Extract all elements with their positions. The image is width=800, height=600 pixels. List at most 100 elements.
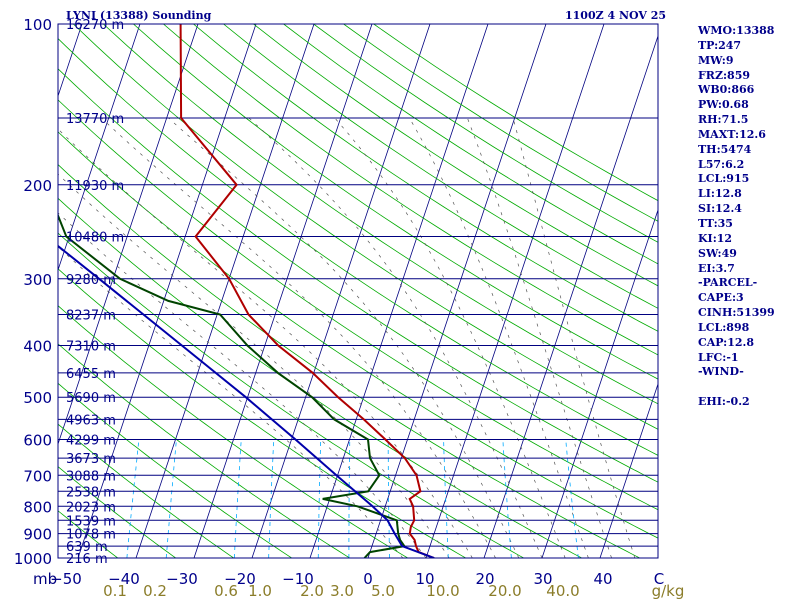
isotherm bbox=[135, 24, 315, 558]
index-item: WB0:866 bbox=[698, 83, 755, 97]
isotherm bbox=[58, 24, 141, 272]
pressure-tick-label: 100 bbox=[23, 16, 52, 34]
index-item: LCL:898 bbox=[698, 320, 750, 334]
isotherm bbox=[251, 24, 431, 558]
height-label: 6455 m bbox=[66, 367, 116, 382]
mixing-ratio-line bbox=[565, 439, 579, 558]
height-label: 13770 m bbox=[66, 112, 124, 127]
isotherm bbox=[193, 24, 373, 558]
index-item: EHI:-0.2 bbox=[698, 395, 750, 409]
index-item: -WIND- bbox=[698, 365, 744, 379]
moist-adiabat bbox=[334, 117, 566, 558]
isotherm bbox=[367, 24, 547, 558]
index-item: FRZ:859 bbox=[698, 68, 751, 82]
isotherm bbox=[309, 24, 489, 558]
dewpoint-line bbox=[58, 212, 407, 558]
profile-lines bbox=[58, 24, 435, 558]
isotherm bbox=[599, 382, 658, 558]
moist-adiabat bbox=[168, 117, 520, 558]
moist-adiabat bbox=[512, 117, 636, 558]
pressure-tick-label: 200 bbox=[23, 177, 52, 195]
isotherm bbox=[483, 34, 658, 558]
height-label: 639 m bbox=[66, 540, 108, 555]
index-item: SI:12.4 bbox=[698, 202, 742, 216]
pressure-tick-label: 400 bbox=[23, 338, 52, 356]
isotherm bbox=[58, 24, 199, 446]
pressure-unit-label: mb bbox=[33, 570, 57, 588]
height-label: 1078 m bbox=[66, 528, 116, 543]
plot-background bbox=[58, 24, 658, 558]
pressure-tick-label: 500 bbox=[23, 389, 52, 407]
index-item: PW:0.68 bbox=[698, 98, 749, 112]
height-label: 4299 m bbox=[66, 434, 116, 449]
index-item: -PARCEL- bbox=[698, 276, 758, 290]
index-item bbox=[698, 380, 775, 395]
grid-lines bbox=[58, 24, 658, 558]
moist-adiabat bbox=[101, 117, 496, 558]
index-item: LCL:915 bbox=[698, 172, 750, 186]
pressure-tick-label: 900 bbox=[23, 526, 52, 544]
temperature-tick-label: −30 bbox=[166, 570, 198, 588]
pressure-tick-label: 300 bbox=[23, 271, 52, 289]
height-label: 10480 m bbox=[66, 230, 124, 245]
time-header: 1100Z 4 NOV 25 bbox=[565, 9, 667, 22]
index-item: TT:35 bbox=[698, 216, 733, 230]
index-panel: WMO:13388 TP:247 MW:9 FRZ:859 WB0:866 PW:0.68… bbox=[698, 24, 775, 410]
pressure-tick-label: 700 bbox=[23, 467, 52, 485]
moist-adiabat bbox=[58, 212, 427, 558]
index-item: MW:9 bbox=[698, 53, 734, 67]
isotherm bbox=[425, 24, 605, 558]
height-label: 216 m bbox=[66, 552, 108, 567]
height-label: 16270 m bbox=[66, 18, 124, 33]
height-label: 5690 m bbox=[66, 391, 116, 406]
index-item: L57:6.2 bbox=[698, 157, 745, 171]
index-item: TP:247 bbox=[698, 38, 742, 52]
station-header: LYNI (13388) Sounding bbox=[66, 9, 212, 22]
pressure-tick-label: 1000 bbox=[14, 550, 52, 568]
temperature-tick-label: 10 bbox=[415, 570, 434, 588]
height-label: 11930 m bbox=[66, 179, 124, 194]
mixing-ratio-label: 5.0 bbox=[371, 582, 395, 600]
temperature-tick-label: −20 bbox=[224, 570, 256, 588]
temperature-tick-label: C bbox=[654, 570, 664, 588]
index-item: MAXT:12.6 bbox=[698, 127, 766, 141]
height-label: 1539 m bbox=[66, 514, 116, 529]
pressure-tick-label: 800 bbox=[23, 498, 52, 516]
isotherm bbox=[541, 208, 658, 558]
index-item: EI:3.7 bbox=[698, 261, 735, 275]
index-item: CAPE:3 bbox=[698, 291, 744, 305]
mixing-ratio-label: 1.0 bbox=[248, 582, 272, 600]
mixing-ratio-label: 0.2 bbox=[143, 582, 167, 600]
height-label: 7310 m bbox=[66, 340, 116, 355]
mixing-ratio-label: g/kg bbox=[652, 582, 685, 600]
temperature-tick-label: −40 bbox=[108, 570, 140, 588]
moist-adiabat bbox=[58, 173, 450, 558]
index-item: CINH:51399 bbox=[698, 306, 775, 320]
index-item: RH:71.5 bbox=[698, 113, 749, 127]
temperature-tick-label: 30 bbox=[533, 570, 552, 588]
mixing-ratio-label: 40.0 bbox=[546, 582, 579, 600]
mixing-ratio-label: 0.6 bbox=[214, 582, 238, 600]
temperature-tick-label: −10 bbox=[282, 570, 314, 588]
moist-adiabat bbox=[409, 117, 589, 558]
height-label: 3673 m bbox=[66, 452, 116, 467]
mixing-ratio-label: 3.0 bbox=[330, 582, 354, 600]
index-item: KI:12 bbox=[698, 231, 733, 245]
height-label: 3088 m bbox=[66, 469, 116, 484]
moist-adiabat bbox=[58, 246, 404, 558]
mixing-ratio-label: 10.0 bbox=[426, 582, 459, 600]
temperature-tick-label: 20 bbox=[475, 570, 494, 588]
index-item: CAP:12.8 bbox=[698, 335, 755, 349]
moist-adiabat bbox=[248, 117, 543, 558]
temperature-line bbox=[179, 24, 435, 558]
index-item: TH:5474 bbox=[698, 142, 752, 156]
height-label: 9280 m bbox=[66, 273, 116, 288]
index-item: LFC:-1 bbox=[698, 350, 739, 364]
moist-adiabat bbox=[467, 117, 612, 558]
height-label: 2023 m bbox=[66, 500, 116, 515]
mixing-ratio-label: 20.0 bbox=[488, 582, 521, 600]
mixing-ratio-label: 2.0 bbox=[300, 582, 324, 600]
index-item: WMO:13388 bbox=[698, 24, 775, 37]
